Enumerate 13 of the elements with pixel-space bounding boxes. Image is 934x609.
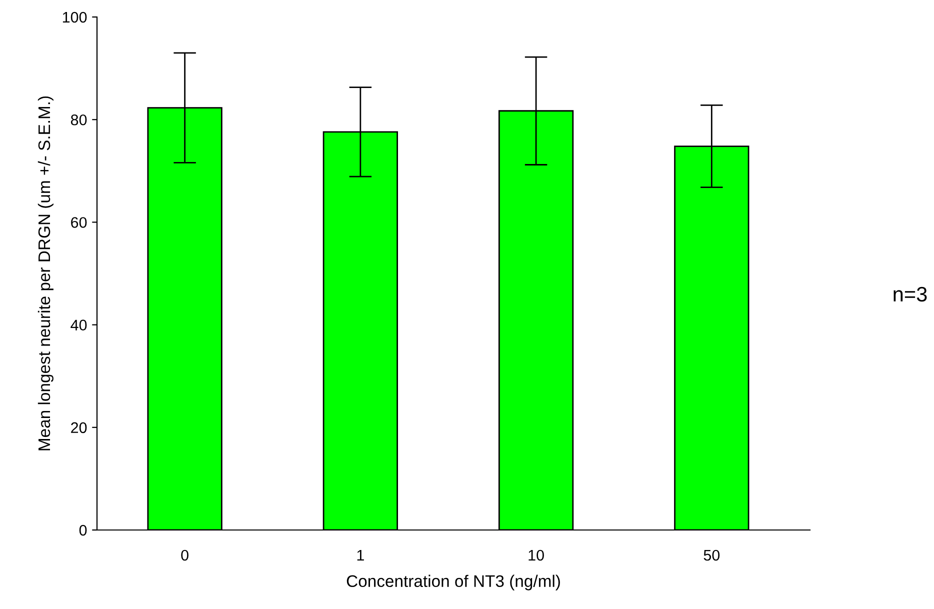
x-tick-label: 1 [357, 550, 364, 561]
y-tick-label: 60 [71, 217, 87, 228]
y-tick-label: 40 [70, 320, 87, 330]
x-axis-title: Concentration of NT3 (ng/ml) [346, 574, 560, 590]
x-tick-label: 10 [528, 550, 544, 561]
y-tick-label: 100 [62, 12, 87, 23]
y-axis-title: Mean longest neurite per DRGN (um +/- S.E.M.) [38, 96, 54, 450]
y-tick-label: 80 [70, 114, 87, 126]
x-tick-label: 50 [704, 550, 720, 561]
x-tick-label: 0 [181, 550, 188, 561]
text: n=3 [894, 286, 927, 302]
y-tick-label: 0 [79, 524, 87, 536]
y-tick-label: 20 [71, 422, 87, 434]
